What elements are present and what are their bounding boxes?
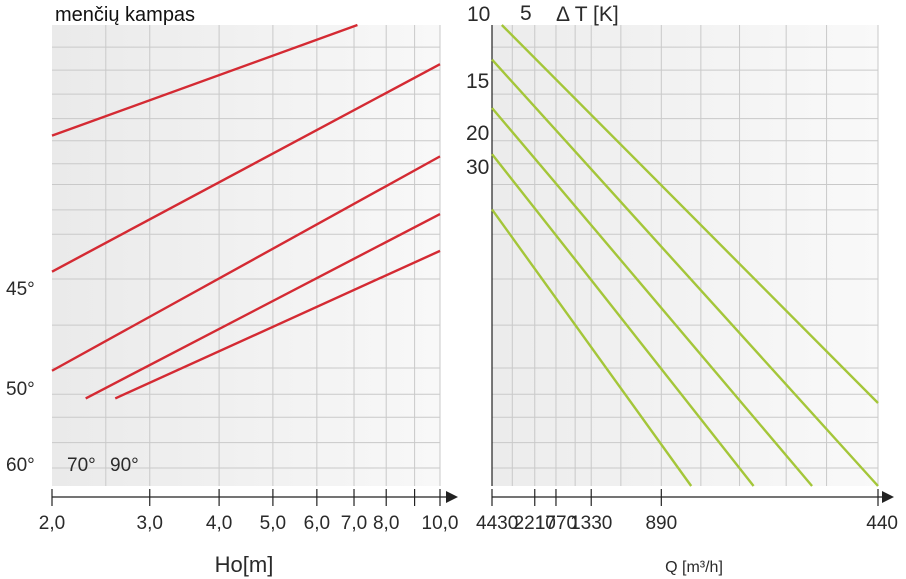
series-label-90: 90° (110, 455, 139, 476)
series-label-45: 45° (6, 279, 35, 300)
series-line-50 (51, 63, 441, 273)
right-series-lines (491, 24, 879, 487)
series-line-20 (491, 153, 755, 487)
right-axis-arrow-icon (882, 491, 894, 503)
left-series-lines (51, 23, 441, 400)
left-plot-background (52, 25, 440, 486)
tick-label: 6,0 (304, 513, 330, 534)
left-x-axis (52, 491, 458, 503)
series-line-70 (85, 212, 441, 400)
right-chart-title: Δ T [K] (556, 3, 619, 26)
series-label-30: 30 (466, 156, 489, 179)
series-line-5 (500, 24, 879, 404)
series-line-15 (491, 107, 813, 487)
tick-label: 4430 (476, 513, 518, 534)
right-x-axis-label: Q [m³/h] (665, 559, 723, 576)
right-grid (492, 25, 879, 486)
series-line-30 (491, 208, 693, 487)
series-line-45 (51, 23, 358, 137)
tick-label: 5,0 (260, 513, 286, 534)
tick-label: 4,0 (206, 513, 232, 534)
right-x-axis (492, 491, 894, 503)
tick-label: 1330 (570, 513, 612, 534)
series-line-90 (114, 249, 441, 400)
series-label-70: 70° (67, 455, 96, 476)
series-label-15: 15 (466, 70, 489, 93)
series-label-60: 60° (6, 455, 35, 476)
tick-label: 10,0 (422, 513, 459, 534)
tick-label: 440 (866, 513, 898, 534)
series-label-5: 5 (520, 2, 532, 25)
series-label-10: 10 (467, 3, 490, 26)
left-axis-arrow-icon (446, 491, 458, 503)
left-x-axis-label: Ho[m] (215, 552, 274, 577)
series-label-20: 20 (466, 122, 489, 145)
tick-label: 7,0 (341, 513, 367, 534)
series-line-10 (491, 58, 879, 487)
tick-label: 1770 (535, 513, 577, 534)
left-chart-title: menčių kampas (55, 4, 195, 26)
left-grid (52, 25, 441, 486)
tick-label: 890 (645, 513, 677, 534)
tick-label: 3,0 (137, 513, 163, 534)
series-label-50: 50° (6, 379, 35, 400)
tick-label: 2210 (514, 513, 556, 534)
series-line-60 (51, 155, 441, 372)
tick-label: 2,0 (39, 513, 65, 534)
left-ticks: 2,0 3,0 4,0 5,0 6,0 7,0 8,0 10,0 (39, 489, 459, 534)
tick-label: 8,0 (373, 513, 399, 534)
